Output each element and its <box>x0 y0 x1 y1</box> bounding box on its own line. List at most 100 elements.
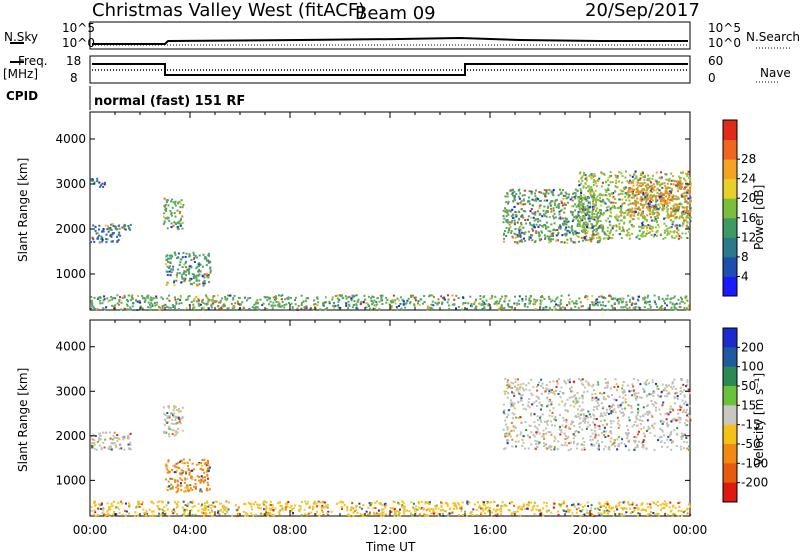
echo-cell <box>601 308 604 311</box>
echo-cell <box>114 228 117 231</box>
echo-cell <box>656 230 659 233</box>
echo-cell <box>511 214 514 217</box>
echo-cell <box>173 281 175 284</box>
echo-cell <box>565 232 568 235</box>
echo-cell <box>337 306 340 309</box>
echo-cell <box>353 300 356 303</box>
echo-cell <box>657 512 660 515</box>
echo-cell <box>561 424 564 427</box>
echo-cell <box>199 270 202 273</box>
echo-cell <box>594 199 597 202</box>
echo-cell <box>620 507 623 509</box>
echo-cell <box>578 507 580 510</box>
echo-cell <box>603 426 606 429</box>
echo-cell <box>654 203 657 206</box>
echo-cell <box>601 392 604 395</box>
echo-cell <box>539 299 542 302</box>
echo-cell <box>117 501 120 504</box>
echo-cell <box>519 234 522 237</box>
echo-cell <box>167 260 169 263</box>
echo-cell <box>667 197 670 200</box>
echo-cell <box>327 514 329 517</box>
echo-cell <box>90 308 93 310</box>
echo-cell <box>677 416 680 419</box>
echo-cell <box>642 193 645 196</box>
echo-cell <box>133 514 136 517</box>
echo-cell <box>161 306 164 309</box>
echo-cell <box>643 298 646 301</box>
echo-cell <box>637 409 640 412</box>
echo-cell <box>596 402 599 405</box>
echo-cell <box>608 408 611 411</box>
echo-cell <box>577 196 580 199</box>
echo-cell <box>677 502 680 505</box>
echo-cell <box>617 406 620 409</box>
echo-cell <box>570 210 572 213</box>
echo-cell <box>519 192 522 195</box>
echo-cell <box>656 221 658 224</box>
echo-cell <box>606 382 609 385</box>
echo-cell <box>250 502 253 505</box>
echo-cell <box>636 514 639 517</box>
echo-cell <box>642 231 645 234</box>
echo-cell <box>112 297 115 300</box>
echo-cell <box>105 431 108 434</box>
echo-cell <box>186 269 189 272</box>
echo-cell <box>580 190 582 192</box>
echo-cell <box>627 181 630 184</box>
echo-cell <box>355 303 358 306</box>
echo-cell <box>658 436 661 439</box>
echo-cell <box>588 211 591 214</box>
echo-cell <box>550 223 553 226</box>
echo-cell <box>325 301 328 304</box>
echo-cell <box>168 257 171 260</box>
nsky-trace <box>92 36 688 45</box>
echo-cell <box>192 299 195 302</box>
echo-cell <box>294 504 297 507</box>
echo-cell <box>586 501 589 504</box>
echo-cell <box>599 212 602 215</box>
echo-cell <box>528 406 531 409</box>
echo-cell <box>673 308 676 311</box>
echo-cell <box>594 426 597 429</box>
echo-cell <box>201 275 204 278</box>
echo-cell <box>534 425 536 428</box>
echo-cell <box>530 295 533 298</box>
echo-cell <box>688 404 691 407</box>
echo-cell <box>525 388 528 391</box>
echo-cell <box>305 307 308 309</box>
echo-cell <box>578 378 581 381</box>
echo-cell <box>112 434 115 437</box>
echo-cell <box>266 299 269 302</box>
echo-cell <box>678 180 681 183</box>
echo-cell <box>198 283 201 286</box>
echo-cell <box>583 391 586 394</box>
echo-cell <box>587 512 590 515</box>
echo-cell <box>167 480 170 483</box>
echo-cell <box>516 221 519 224</box>
echo-cell <box>593 423 596 426</box>
echo-cell <box>679 418 682 421</box>
echo-cell <box>632 385 635 388</box>
echo-cell <box>575 508 578 511</box>
echo-cell <box>170 222 173 225</box>
echo-cell <box>176 431 179 434</box>
echo-cell <box>657 394 659 397</box>
echo-cell <box>242 306 245 309</box>
echo-cell <box>661 297 664 300</box>
echo-cell <box>91 305 94 308</box>
echo-cell <box>537 225 540 228</box>
echo-cell <box>612 204 615 207</box>
echo-cell <box>514 440 517 443</box>
echo-cell <box>127 443 130 446</box>
echo-cell <box>312 502 315 505</box>
echo-cell <box>652 187 655 190</box>
echo-cell <box>511 391 513 394</box>
echo-cell <box>665 195 667 198</box>
echo-cell <box>202 481 205 484</box>
echo-cell <box>524 447 527 450</box>
echo-cell <box>176 483 179 486</box>
echo-cell <box>92 307 95 310</box>
echo-cell <box>482 503 485 506</box>
echo-cell <box>629 504 632 506</box>
